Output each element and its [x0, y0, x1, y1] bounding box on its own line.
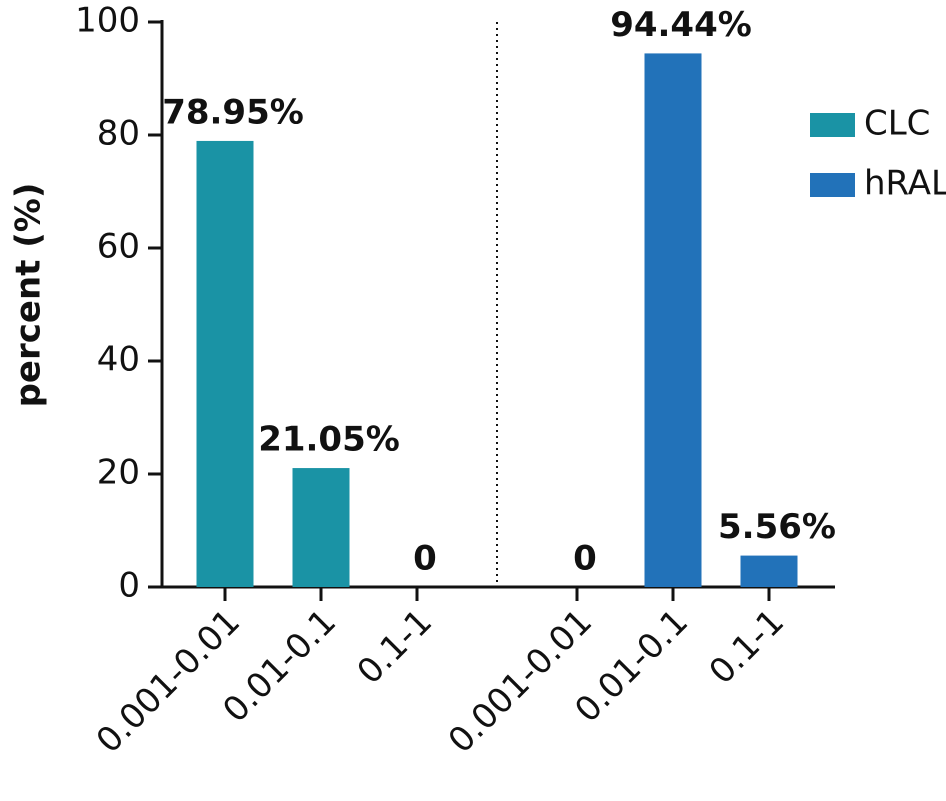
legend-label: hRAL [864, 164, 946, 204]
x-tick-label: 0.001-0.01 [441, 602, 600, 761]
value-label: 0 [573, 539, 597, 579]
y-tick-label: 100 [75, 1, 140, 41]
x-tick-label: 0.001-0.01 [89, 602, 248, 761]
value-label: 21.05% [258, 420, 400, 460]
bar [292, 468, 350, 587]
y-tick-label: 60 [97, 227, 140, 267]
y-tick-label: 80 [97, 114, 140, 154]
bar [740, 555, 798, 587]
x-tick-label: 0.1-1 [702, 602, 792, 692]
y-tick-label: 40 [97, 340, 140, 380]
bar [644, 53, 702, 587]
bar [196, 140, 254, 587]
legend-swatch [810, 173, 855, 197]
value-label: 5.56% [718, 507, 836, 547]
legend-label: CLC [864, 104, 930, 144]
x-tick-label: 0.1-1 [350, 602, 440, 692]
value-label: 78.95% [162, 92, 304, 132]
y-axis-label: percent (%) [9, 183, 49, 408]
value-label: 0 [413, 539, 437, 579]
legend-swatch [810, 113, 855, 137]
value-label: 94.44% [610, 5, 752, 45]
y-tick-label: 20 [97, 453, 140, 493]
y-tick-label: 0 [118, 566, 140, 606]
